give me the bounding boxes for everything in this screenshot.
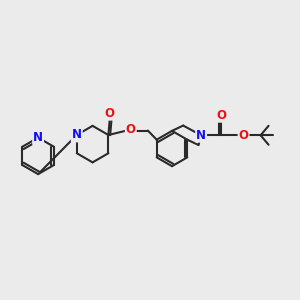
Text: O: O: [216, 109, 226, 122]
Text: O: O: [238, 129, 248, 142]
Text: N: N: [196, 129, 206, 142]
Text: N: N: [72, 128, 82, 142]
Text: O: O: [105, 107, 115, 120]
Text: O: O: [126, 124, 136, 136]
Text: N: N: [33, 131, 43, 144]
